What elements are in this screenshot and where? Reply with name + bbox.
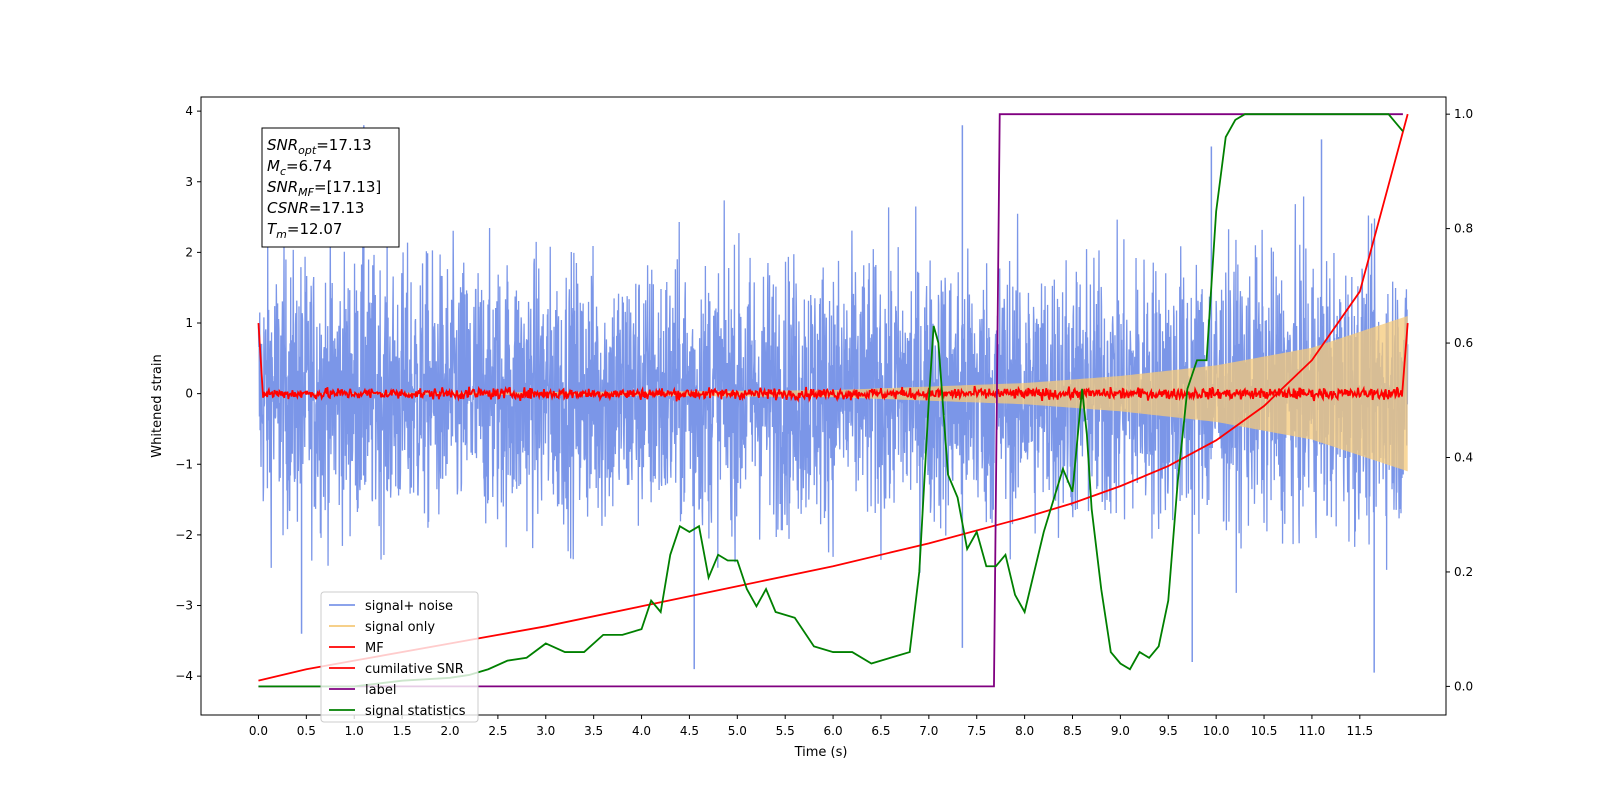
y-right-tick-label: 0.4 xyxy=(1454,451,1473,465)
info-box-line: CSNR=17.13 xyxy=(267,199,364,217)
y-left-tick-label: −3 xyxy=(175,599,193,613)
x-tick-label: 11.5 xyxy=(1346,724,1373,738)
x-tick-label: 0.0 xyxy=(249,724,268,738)
y-left-tick-label: −1 xyxy=(175,457,193,471)
y-axis-right: 1.0 0.8 0.6 0.4 0.2 0.0 xyxy=(1446,107,1473,693)
y-left-tick-label: 2 xyxy=(185,245,193,259)
info-box: SNRopt=17.13Mc=6.74SNRMF=[17.13]CSNR=17.… xyxy=(261,127,400,248)
y-left-tick-label: 0 xyxy=(185,387,193,401)
y-left-tick-label: −2 xyxy=(175,528,193,542)
legend: signal+ noise signal only MF cumilative SNR… xyxy=(320,591,479,723)
info-box-frame xyxy=(261,127,400,248)
x-tick-label: 1.5 xyxy=(393,724,412,738)
x-tick-label: 10.0 xyxy=(1203,724,1230,738)
x-tick-label: 2.5 xyxy=(488,724,507,738)
legend-item-label: signal statistics xyxy=(365,704,466,719)
x-tick-label: 5.5 xyxy=(776,724,795,738)
y-left-tick-label: 4 xyxy=(185,104,193,118)
x-tick-label: 8.0 xyxy=(1015,724,1034,738)
y-left-tick-label: 3 xyxy=(185,175,193,189)
x-tick-label: 4.5 xyxy=(680,724,699,738)
x-tick-label: 0.5 xyxy=(297,724,316,738)
x-axis: 0.0 0.5 1.0 1.5 2.0 2.5 3.0 3.5 4.0 4.5 5.0 5.5 6.0 6… xyxy=(249,715,1373,738)
info-box-line: SNRMF=[17.13] xyxy=(267,178,381,199)
x-tick-label: 9.5 xyxy=(1159,724,1178,738)
y-right-tick-label: 0.6 xyxy=(1454,336,1473,350)
x-tick-label: 8.5 xyxy=(1063,724,1082,738)
legend-item-label: signal+ noise xyxy=(365,599,453,614)
y-axis-label: Whitened strain xyxy=(150,354,165,457)
x-tick-label: 11.0 xyxy=(1299,724,1326,738)
x-tick-label: 3.5 xyxy=(584,724,603,738)
x-tick-label: 7.5 xyxy=(967,724,986,738)
info-box-line: SNRopt=17.13 xyxy=(267,136,372,157)
legend-item-label: MF xyxy=(365,641,384,656)
x-tick-label: 4.0 xyxy=(632,724,651,738)
x-tick-label: 6.5 xyxy=(871,724,890,738)
info-box-line: Tm=12.07 xyxy=(267,220,342,241)
x-tick-label: 6.0 xyxy=(824,724,843,738)
y-right-tick-label: 0.0 xyxy=(1454,679,1473,693)
y-left-tick-label: −4 xyxy=(175,669,193,683)
y-axis-left: 4 3 2 1 0 −1 −2 −3 −4 xyxy=(175,104,201,683)
y-left-tick-label: 1 xyxy=(185,316,193,330)
x-tick-label: 3.0 xyxy=(536,724,555,738)
legend-frame xyxy=(320,591,479,723)
legend-item-label: signal only xyxy=(365,620,435,635)
x-tick-label: 1.0 xyxy=(345,724,364,738)
series-label xyxy=(258,113,1403,688)
legend-item-label: label xyxy=(365,683,396,698)
axes-frame xyxy=(200,96,1447,716)
y-right-tick-label: 0.8 xyxy=(1454,222,1473,236)
x-tick-label: 5.0 xyxy=(728,724,747,738)
x-tick-label: 10.5 xyxy=(1251,724,1278,738)
x-tick-label: 7.0 xyxy=(919,724,938,738)
legend-item-label: cumilative SNR xyxy=(365,662,464,677)
info-box-line: Mc=6.74 xyxy=(267,157,332,178)
x-axis-label: Time (s) xyxy=(794,745,848,760)
y-right-tick-label: 1.0 xyxy=(1454,107,1473,121)
y-right-tick-label: 0.2 xyxy=(1454,565,1473,579)
series-mf xyxy=(257,322,1409,403)
x-tick-label: 9.0 xyxy=(1111,724,1130,738)
x-tick-label: 2.0 xyxy=(440,724,459,738)
